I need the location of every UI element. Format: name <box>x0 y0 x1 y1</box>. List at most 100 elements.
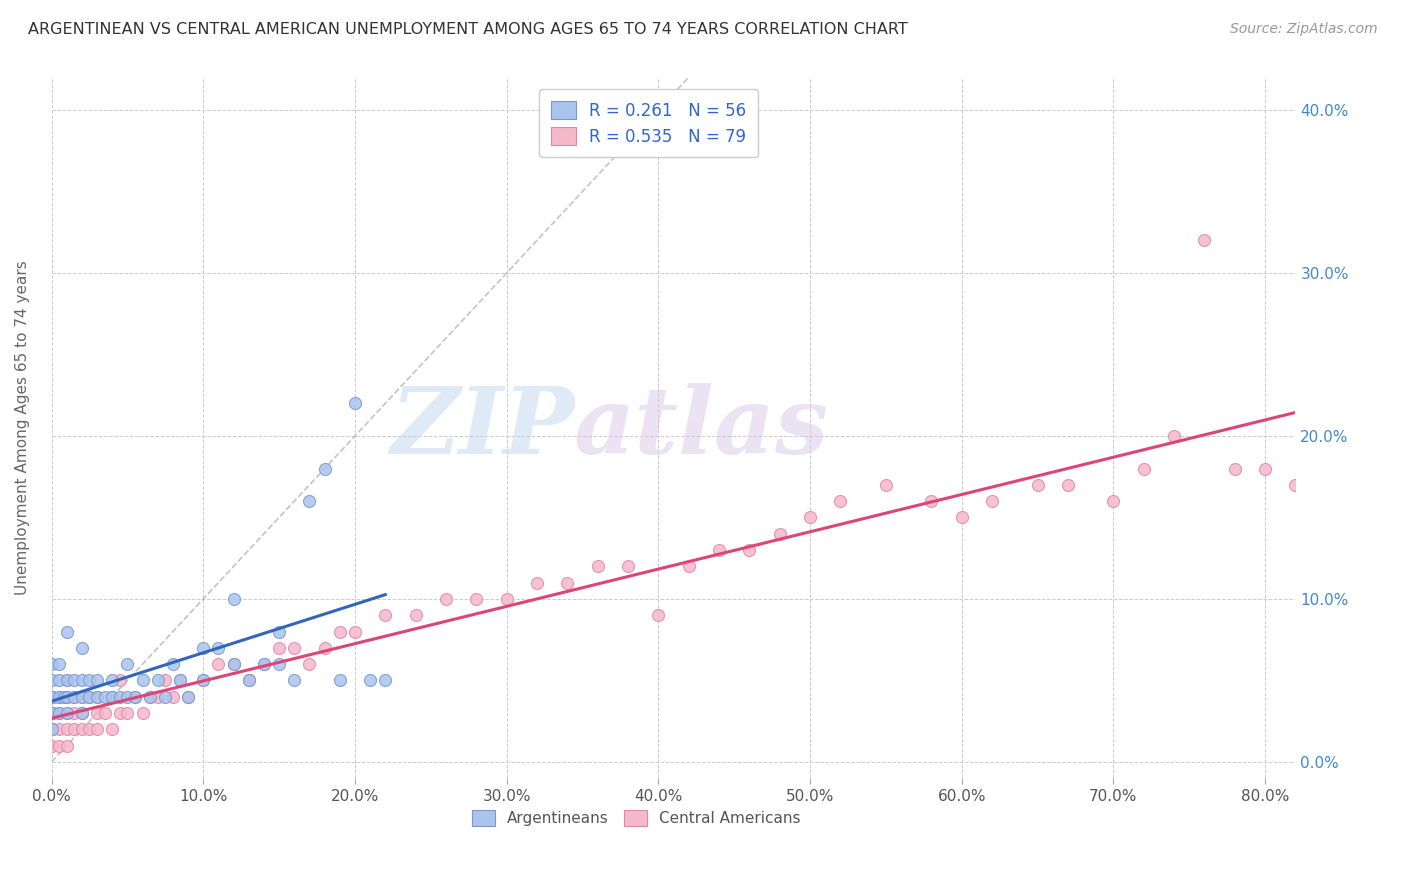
Point <box>1223 461 1246 475</box>
Point <box>169 673 191 688</box>
Point <box>101 690 124 704</box>
Point <box>86 673 108 688</box>
Point <box>343 396 366 410</box>
Point <box>41 657 63 672</box>
Point <box>253 657 276 672</box>
Point <box>950 510 973 524</box>
Point <box>555 575 578 590</box>
Point <box>101 690 124 704</box>
Point <box>981 494 1004 508</box>
Point <box>55 706 77 720</box>
Point <box>117 690 139 704</box>
Point <box>41 706 63 720</box>
Point <box>1194 234 1216 248</box>
Point <box>41 690 63 704</box>
Point <box>267 657 290 672</box>
Point <box>314 640 336 655</box>
Point <box>139 690 162 704</box>
Point <box>63 723 86 737</box>
Point <box>55 624 77 639</box>
Point <box>1057 478 1080 492</box>
Point <box>48 706 70 720</box>
Point <box>193 673 215 688</box>
Point <box>495 591 517 606</box>
Point <box>177 690 200 704</box>
Point <box>526 575 548 590</box>
Point <box>124 690 146 704</box>
Point <box>108 690 131 704</box>
Point <box>222 657 245 672</box>
Point <box>86 690 108 704</box>
Text: ARGENTINEAN VS CENTRAL AMERICAN UNEMPLOYMENT AMONG AGES 65 TO 74 YEARS CORRELATI: ARGENTINEAN VS CENTRAL AMERICAN UNEMPLOY… <box>28 22 908 37</box>
Point <box>93 690 115 704</box>
Point <box>70 690 93 704</box>
Point <box>41 690 63 704</box>
Point <box>48 657 70 672</box>
Point <box>875 478 897 492</box>
Text: ZIP: ZIP <box>389 383 574 473</box>
Point <box>146 690 169 704</box>
Point <box>1026 478 1049 492</box>
Point <box>48 739 70 753</box>
Point <box>238 673 260 688</box>
Point <box>238 673 260 688</box>
Point <box>48 673 70 688</box>
Point <box>108 673 131 688</box>
Point <box>63 690 86 704</box>
Point <box>79 723 101 737</box>
Point <box>193 673 215 688</box>
Point <box>617 559 640 574</box>
Point <box>283 673 305 688</box>
Point <box>63 673 86 688</box>
Point <box>1163 429 1185 443</box>
Point <box>79 690 101 704</box>
Point <box>117 706 139 720</box>
Point <box>79 690 101 704</box>
Point <box>1102 494 1125 508</box>
Point <box>799 510 821 524</box>
Point <box>298 657 321 672</box>
Point <box>405 608 427 623</box>
Point <box>55 723 77 737</box>
Point <box>678 559 700 574</box>
Point <box>55 673 77 688</box>
Point <box>222 591 245 606</box>
Point <box>222 657 245 672</box>
Point <box>207 657 229 672</box>
Point <box>283 640 305 655</box>
Point <box>52 690 75 704</box>
Point <box>314 461 336 475</box>
Text: atlas: atlas <box>574 383 830 473</box>
Y-axis label: Unemployment Among Ages 65 to 74 years: Unemployment Among Ages 65 to 74 years <box>15 260 30 595</box>
Point <box>41 673 63 688</box>
Point <box>70 690 93 704</box>
Point <box>41 690 63 704</box>
Point <box>48 706 70 720</box>
Point <box>70 640 93 655</box>
Point <box>86 706 108 720</box>
Point <box>70 673 93 688</box>
Point <box>41 706 63 720</box>
Point <box>41 739 63 753</box>
Point <box>267 640 290 655</box>
Point <box>329 673 352 688</box>
Point <box>769 526 792 541</box>
Point <box>343 624 366 639</box>
Point <box>79 673 101 688</box>
Legend: Argentineans, Central Americans: Argentineans, Central Americans <box>464 803 808 834</box>
Point <box>63 690 86 704</box>
Point <box>1254 461 1277 475</box>
Point <box>117 657 139 672</box>
Point <box>830 494 852 508</box>
Point <box>465 591 488 606</box>
Point <box>169 673 191 688</box>
Point <box>738 543 761 558</box>
Point <box>146 673 169 688</box>
Point <box>1284 478 1306 492</box>
Point <box>55 690 77 704</box>
Point <box>267 624 290 639</box>
Point <box>41 706 63 720</box>
Point <box>253 657 276 672</box>
Point <box>41 723 63 737</box>
Point <box>48 690 70 704</box>
